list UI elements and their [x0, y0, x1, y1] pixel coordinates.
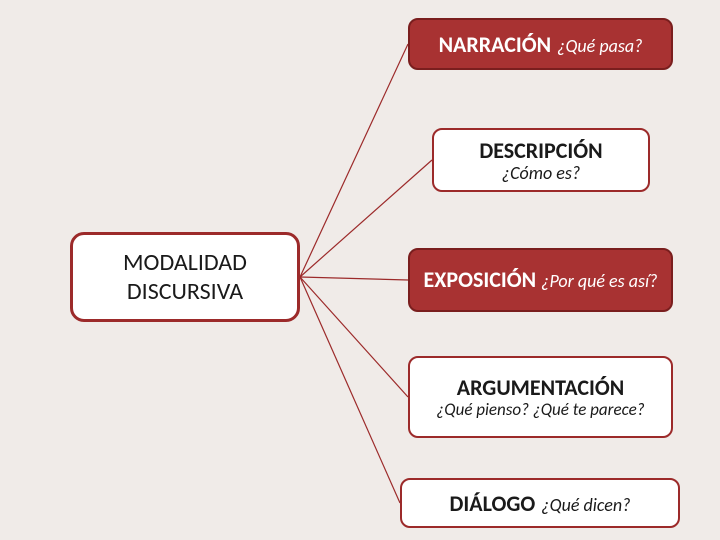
node-title: EXPOSICIÓN: [424, 266, 542, 293]
child-node-3: ARGUMENTACIÓN¿Qué pienso? ¿Qué te parece…: [408, 356, 673, 438]
node-subtitle: ¿Cómo es?: [502, 164, 580, 184]
node-subtitle: ¿Qué pienso? ¿Qué te parece?: [436, 401, 644, 420]
edge-4: [300, 277, 400, 503]
child-node-4: DIÁLOGO¿Qué dicen?: [400, 478, 680, 528]
edge-2: [300, 277, 408, 280]
edge-0: [300, 44, 408, 277]
node-line: NARRACIÓN¿Qué pasa?: [439, 31, 643, 58]
node-title: DESCRIPCIÓN: [479, 137, 602, 164]
node-title: ARGUMENTACIÓN: [457, 374, 625, 401]
node-line: EXPOSICIÓN ¿Por qué es así?: [424, 267, 658, 292]
child-node-0: NARRACIÓN¿Qué pasa?: [408, 18, 673, 70]
root-node-modalidad: MODALIDAD DISCURSIVA: [70, 232, 300, 322]
node-subtitle: ¿Qué pasa?: [557, 35, 642, 57]
node-line: DIÁLOGO¿Qué dicen?: [450, 490, 631, 517]
node-subtitle: ¿Por qué es así?: [541, 270, 657, 292]
node-subtitle: ¿Qué dicen?: [541, 494, 630, 516]
child-node-1: DESCRIPCIÓN¿Cómo es?: [432, 128, 650, 192]
node-title: NARRACIÓN: [439, 31, 552, 58]
root-title: MODALIDAD DISCURSIVA: [73, 248, 297, 306]
child-node-2: EXPOSICIÓN ¿Por qué es así?: [408, 248, 673, 312]
edge-3: [300, 277, 408, 397]
node-title: DIÁLOGO: [450, 490, 536, 517]
